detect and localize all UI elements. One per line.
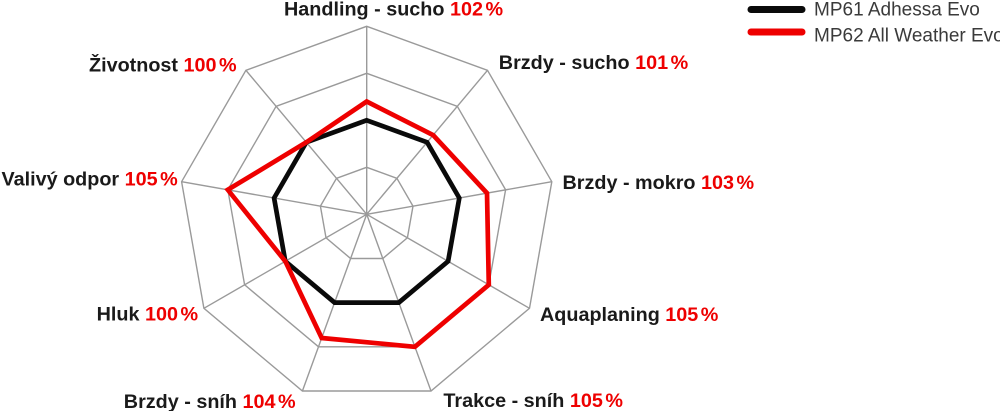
svg-text:Aquaplaning 105%: Aquaplaning 105% [540, 304, 719, 326]
svg-text:Handling - sucho 102%: Handling - sucho 102% [284, 0, 503, 21]
svg-text:Brzdy - mokro 103%: Brzdy - mokro 103% [563, 172, 755, 194]
svg-text:MP61 Adhessa Evo: MP61 Adhessa Evo [814, 0, 980, 21]
svg-text:Brzdy - sníh 104%: Brzdy - sníh 104% [124, 391, 296, 411]
svg-text:Brzdy - sucho 101%: Brzdy - sucho 101% [499, 52, 689, 74]
svg-text:MP62 All Weather Evo: MP62 All Weather Evo [814, 26, 1000, 47]
svg-text:Životnost 100%: Životnost 100% [89, 52, 237, 76]
svg-text:Valivý odpor 105%: Valivý odpor 105% [2, 168, 179, 190]
svg-text:Hluk 100%: Hluk 100% [97, 304, 199, 326]
svg-text:Trakce - sníh 105%: Trakce - sníh 105% [443, 390, 623, 411]
